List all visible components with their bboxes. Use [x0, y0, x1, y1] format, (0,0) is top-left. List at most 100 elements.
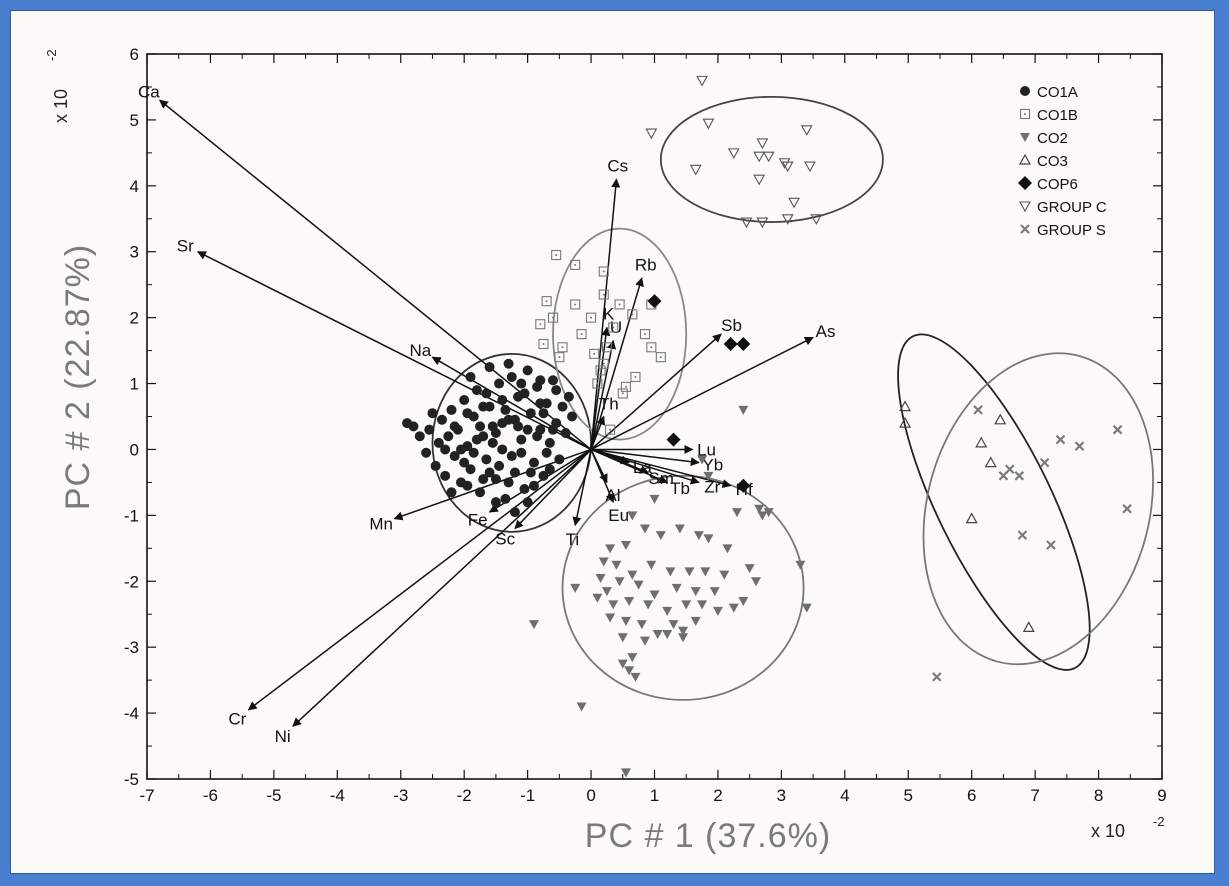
- square-outline: [598, 266, 609, 277]
- point-co1b: [595, 365, 606, 376]
- point-co1a: [519, 388, 530, 399]
- point-co1b: [570, 259, 581, 270]
- point-co2: [601, 587, 612, 597]
- point-co2: [576, 702, 587, 712]
- square-outline: [614, 299, 625, 310]
- point-co2: [703, 471, 714, 481]
- point-co2: [678, 633, 689, 643]
- vector-u: [590, 339, 617, 450]
- square-outline: [608, 322, 619, 333]
- series-co3: [899, 400, 1035, 633]
- point-group-c: [762, 151, 775, 163]
- square-dot: [593, 352, 596, 355]
- point-group-c: [696, 75, 709, 87]
- point-co1a: [459, 395, 470, 406]
- point-co1a: [525, 408, 536, 419]
- x-tick-label: 8: [1094, 786, 1103, 805]
- point-co2: [611, 560, 622, 570]
- point-co1a: [522, 424, 533, 435]
- point-co2: [627, 653, 638, 663]
- vector-as-label: As: [816, 322, 836, 341]
- point-co1a: [471, 385, 482, 396]
- x-tick-label: 3: [777, 786, 786, 805]
- x-axis-label: PC # 1 (37.6%): [585, 817, 831, 855]
- point-co1a: [465, 464, 476, 475]
- point-co1a: [449, 451, 460, 462]
- legend-item-co3-label: CO3: [1037, 153, 1068, 170]
- point-group-c: [781, 214, 794, 225]
- y-multiplier-base: x 10: [51, 89, 71, 123]
- vector-yb: [590, 448, 700, 467]
- point-co1b: [547, 312, 559, 323]
- ellipse-co3: [897, 333, 1091, 671]
- x-multiplier-base: x 10: [1091, 821, 1125, 841]
- point-co1a: [509, 507, 520, 518]
- square-dot: [574, 303, 577, 306]
- point-cop6: [736, 478, 751, 493]
- square-dot: [574, 263, 577, 266]
- point-co2: [697, 455, 708, 465]
- y-tick-label: 5: [130, 111, 139, 130]
- point-co1a: [532, 431, 543, 442]
- plot-border: [146, 53, 1163, 780]
- square-dot: [596, 382, 599, 385]
- y-tick-label: 4: [130, 177, 139, 196]
- point-co1a: [430, 460, 441, 471]
- square-outline: [592, 378, 603, 389]
- point-co2: [668, 620, 679, 630]
- square-dot: [609, 428, 612, 431]
- x-tick-label: 4: [840, 786, 849, 805]
- point-co1a: [497, 444, 508, 455]
- point-co2: [636, 620, 647, 630]
- point-co1a: [475, 421, 486, 432]
- point-co1a: [440, 444, 451, 455]
- point-co1b: [551, 249, 562, 261]
- point-co2: [639, 636, 650, 646]
- point-co1a: [516, 447, 527, 458]
- ellipse-co1b: [552, 227, 688, 441]
- legend-item-group-s-label: GROUP S: [1037, 222, 1106, 239]
- point-co2: [690, 587, 701, 597]
- point-co2: [627, 511, 638, 521]
- point-co2: [801, 603, 812, 613]
- point-co2: [605, 613, 616, 623]
- point-group-c: [702, 118, 715, 130]
- point-co1a: [481, 454, 492, 465]
- legend-item-group-c-marker: [1019, 201, 1031, 213]
- square-dot: [602, 270, 605, 273]
- ellipse-group-c: [659, 95, 884, 223]
- square-dot: [612, 326, 615, 329]
- point-co1a: [560, 427, 571, 438]
- square-outline: [630, 371, 641, 383]
- x-tick-label: -7: [139, 786, 154, 805]
- point-co1a: [421, 447, 432, 458]
- point-co3: [899, 400, 912, 412]
- point-co1a: [484, 362, 495, 373]
- point-co1b: [655, 352, 666, 363]
- point-co1a: [551, 385, 562, 396]
- square-outline: [639, 329, 651, 340]
- point-cop6: [723, 337, 738, 351]
- point-co1a: [519, 484, 530, 494]
- point-co1a: [468, 447, 479, 458]
- point-co2: [700, 567, 711, 577]
- legend-item-cop6-label: COP6: [1037, 176, 1078, 193]
- point-co2: [624, 666, 635, 676]
- point-co3: [899, 416, 912, 428]
- point-co1a: [548, 424, 558, 435]
- point-co2: [620, 768, 631, 778]
- point-co2: [738, 405, 749, 415]
- point-co2: [643, 600, 654, 610]
- point-co1b: [570, 299, 581, 310]
- vector-fe-label: Fe: [468, 510, 488, 529]
- point-co1a: [494, 378, 505, 389]
- point-co1a: [516, 434, 527, 445]
- y-tick-label: -3: [124, 638, 139, 657]
- series-co2: [528, 405, 812, 778]
- x-stroke: [1020, 224, 1030, 234]
- square-dot: [542, 343, 545, 345]
- loading-vectors: CaSrNaMnFeScCrNiCsRbKUThSbAsLuYbHfZrTbSm…: [138, 82, 836, 745]
- series-cop6: [647, 294, 751, 493]
- point-co2: [665, 567, 676, 577]
- square-outline: [576, 329, 587, 340]
